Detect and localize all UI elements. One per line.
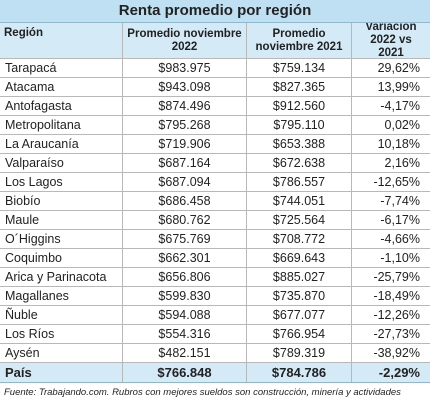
cell: Biobío [0, 192, 123, 210]
footnote: Fuente: Trabajando.com. Rubros con mejor… [4, 387, 401, 398]
cell: $885.027 [247, 268, 352, 286]
cell: $766.848 [123, 363, 247, 382]
data-row: O´Higgins $675.769 $708.772 -4,66% [0, 230, 430, 249]
cell: -7,74% [380, 194, 420, 208]
data-row: Coquimbo $662.301 $669.643 -1,10% [0, 249, 430, 268]
cell: -38,92% [373, 346, 420, 360]
cell: Los Lagos [0, 173, 123, 191]
cell: 13,99% [377, 80, 420, 94]
cell: País [0, 363, 123, 382]
cell: -25,79% [373, 270, 420, 284]
cell: $827.365 [247, 78, 352, 96]
cell: La Araucanía [0, 135, 123, 153]
cell: -27,73% [373, 327, 420, 341]
cell: $687.164 [123, 154, 247, 172]
cell: $677.077 [247, 306, 352, 324]
title: Renta promedio por región [0, 0, 430, 23]
data-row: Valparaíso $687.164 $672.638 2,16% [0, 154, 430, 173]
cell: $766.954 [247, 325, 352, 343]
data-row: Los Lagos $687.094 $786.557 -12,65% [0, 173, 430, 192]
cell: $744.051 [247, 192, 352, 210]
cell: $656.806 [123, 268, 247, 286]
cell: $662.301 [123, 249, 247, 267]
cell: $795.268 [123, 116, 247, 134]
cell: $669.643 [247, 249, 352, 267]
cell: 29,62% [377, 61, 420, 75]
cell: Variación 2022 vs 2021 [365, 23, 417, 58]
cell: $719.906 [123, 135, 247, 153]
cell: $687.094 [123, 173, 247, 191]
cell: $983.975 [123, 59, 247, 77]
cell: 2,16% [384, 156, 420, 170]
cell: Coquimbo [0, 249, 123, 267]
data-row: Ñuble $594.088 $677.077 -12,26% [0, 306, 430, 325]
cell: $725.564 [247, 211, 352, 229]
cell: Aysén [0, 344, 123, 362]
cell: -6,17% [380, 213, 420, 227]
cell: $735.870 [247, 287, 352, 305]
cell: -4,66% [380, 232, 420, 246]
cell: Región [0, 23, 123, 58]
data-row: Magallanes $599.830 $735.870 -18,49% [0, 287, 430, 306]
cell: Antofagasta [0, 97, 123, 115]
cell: Valparaíso [0, 154, 123, 172]
cell: $789.319 [247, 344, 352, 362]
cell: $554.316 [123, 325, 247, 343]
cell: -18,49% [373, 289, 420, 303]
cell: $594.088 [123, 306, 247, 324]
data-row: Maule $680.762 $725.564 -6,17% [0, 211, 430, 230]
cell: $599.830 [123, 287, 247, 305]
cell: Promedio noviembre 2022 [123, 23, 247, 58]
cell: Maule [0, 211, 123, 229]
cell: $708.772 [247, 230, 352, 248]
cell: $675.769 [123, 230, 247, 248]
cell: $686.458 [123, 192, 247, 210]
data-row: Antofagasta $874.496 $912.560 -4,17% [0, 97, 430, 116]
table: Región Promedio noviembre 2022 Promedio no… [0, 23, 430, 383]
cell: Los Ríos [0, 325, 123, 343]
data-row: Los Ríos $554.316 $766.954 -27,73% [0, 325, 430, 344]
cell: -2,29% [378, 365, 420, 380]
cell: $795.110 [247, 116, 352, 134]
cell: -4,17% [380, 99, 420, 113]
cell: $482.151 [123, 344, 247, 362]
cell: $759.134 [247, 59, 352, 77]
cell: Tarapacá [0, 59, 123, 77]
data-row: Metropolitana $795.268 $795.110 0,02% [0, 116, 430, 135]
data-row: La Araucanía $719.906 $653.388 10,18% [0, 135, 430, 154]
data-row: Arica y Parinacota $656.806 $885.027 -25,79… [0, 268, 430, 287]
data-row: Tarapacá $983.975 $759.134 29,62% [0, 59, 430, 78]
cell: -12,26% [373, 308, 420, 322]
cell: $943.098 [123, 78, 247, 96]
cell: Metropolitana [0, 116, 123, 134]
data-row: Aysén $482.151 $789.319 -38,92% [0, 344, 430, 363]
cell: $912.560 [247, 97, 352, 115]
cell: Promedio noviembre 2021 [247, 23, 352, 58]
cell: $786.557 [247, 173, 352, 191]
cell: -1,10% [380, 251, 420, 265]
data-row: Biobío $686.458 $744.051 -7,74% [0, 192, 430, 211]
total-row: País $766.848 $784.786 -2,29% [0, 363, 430, 383]
cell: Arica y Parinacota [0, 268, 123, 286]
cell: $784.786 [247, 363, 352, 382]
cell: $672.638 [247, 154, 352, 172]
cell: O´Higgins [0, 230, 123, 248]
cell: 0,02% [384, 118, 420, 132]
cell: $653.388 [247, 135, 352, 153]
data-row: Atacama $943.098 $827.365 13,99% [0, 78, 430, 97]
cell: Magallanes [0, 287, 123, 305]
head-row: Región Promedio noviembre 2022 Promedio no… [0, 23, 430, 59]
cell: Atacama [0, 78, 123, 96]
cell: -12,65% [373, 175, 420, 189]
cell: 10,18% [377, 137, 420, 151]
cell: Ñuble [0, 306, 123, 324]
cell: $874.496 [123, 97, 247, 115]
cell: $680.762 [123, 211, 247, 229]
